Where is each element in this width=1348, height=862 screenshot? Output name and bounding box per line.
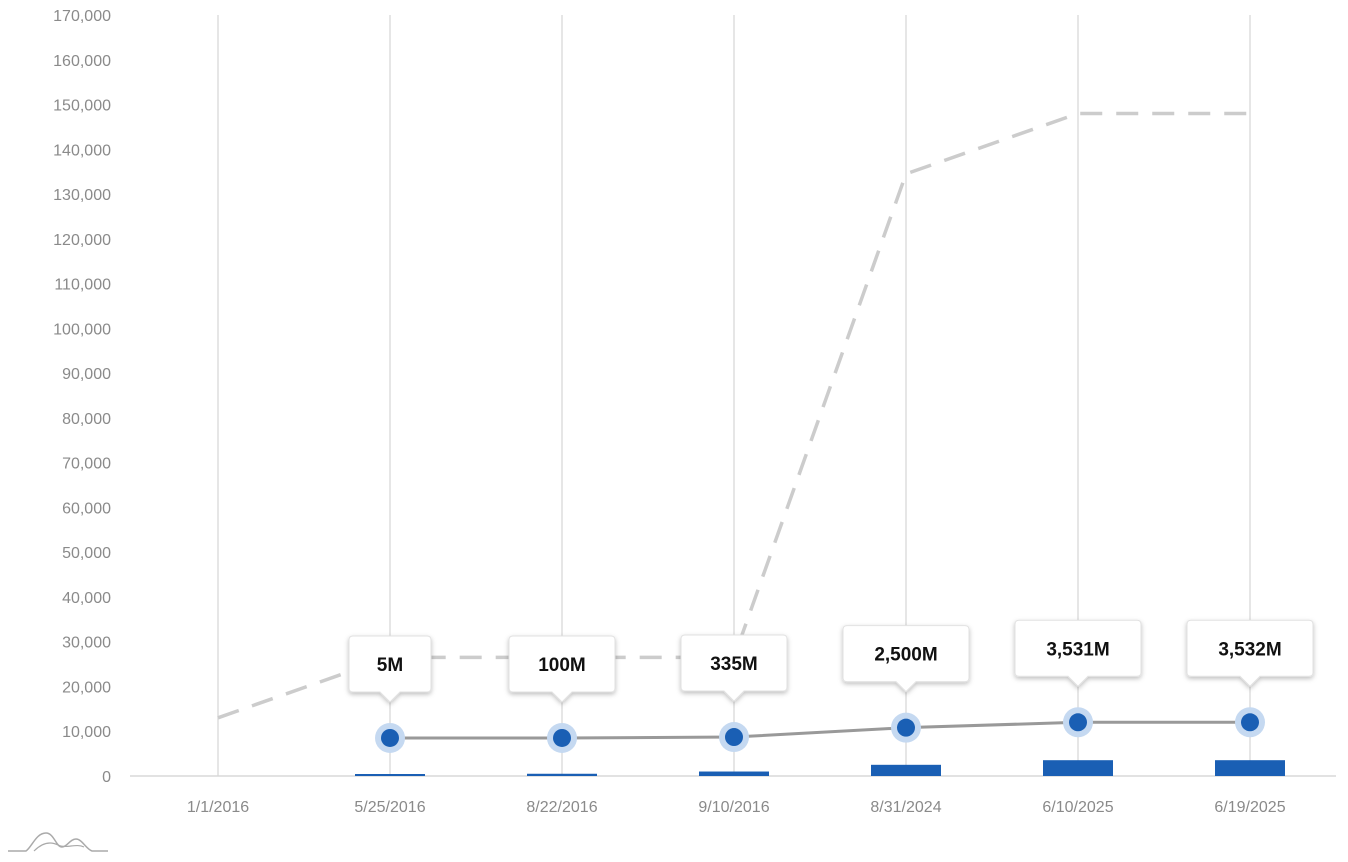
data-label-callout (680, 634, 788, 702)
data-label-callout (348, 635, 432, 703)
data-label-text: 335M (710, 654, 758, 675)
data-label-callout (1014, 619, 1142, 687)
y-tick-label: 0 (102, 769, 111, 786)
data-label-callout (1186, 619, 1314, 687)
y-tick-label: 30,000 (62, 635, 111, 652)
y-tick-label: 60,000 (62, 500, 111, 517)
data-label-text: 2,500M (874, 645, 937, 666)
data-labels: 5M 100M 335M 2,500M 3,531M 3,532M (348, 619, 1314, 703)
point-marker (897, 718, 915, 737)
data-label-text: 3,532M (1218, 639, 1281, 660)
vertical-gridlines (217, 15, 1251, 776)
point-marker (553, 728, 571, 747)
x-tick-label: 9/10/2016 (698, 799, 769, 816)
bar-series (355, 760, 1285, 776)
data-label-text: 5M (377, 655, 403, 676)
y-tick-label: 140,000 (53, 142, 111, 159)
bar (355, 774, 425, 776)
y-tick-label: 120,000 (53, 232, 111, 249)
bar (871, 764, 941, 776)
solid-series-line (390, 720, 1250, 740)
solid-series (390, 720, 1250, 740)
y-tick-label: 50,000 (62, 545, 111, 562)
x-tick-label: 8/22/2016 (526, 799, 597, 816)
logo-mountain-path (8, 832, 108, 852)
bar (1043, 760, 1113, 776)
y-tick-label: 160,000 (53, 53, 111, 70)
point-marker (1241, 713, 1259, 732)
data-label-text: 100M (538, 655, 586, 676)
y-tick-label: 80,000 (62, 411, 111, 428)
y-tick-label: 70,000 (62, 456, 111, 473)
point-marker (1069, 713, 1087, 732)
point-marker (725, 728, 743, 747)
mountain-line-logo-icon (8, 832, 108, 852)
bar (1215, 760, 1285, 776)
point-marker (381, 728, 399, 747)
y-tick-label: 130,000 (53, 187, 111, 204)
bar (527, 773, 597, 776)
y-axis: 0 10,000 20,000 30,000 40,000 50,000 60,000 70,… (53, 8, 111, 786)
bar (699, 771, 769, 776)
y-tick-label: 170,000 (53, 8, 111, 25)
x-axis: 1/1/2016 5/25/2016 8/22/2016 9/10/2016 8/31/… (130, 775, 1336, 816)
y-tick-label: 40,000 (62, 590, 111, 607)
y-tick-label: 150,000 (53, 98, 111, 115)
y-tick-label: 110,000 (54, 277, 111, 294)
y-tick-label: 90,000 (62, 366, 111, 383)
y-tick-label: 10,000 (62, 724, 111, 741)
x-tick-label: 1/1/2016 (187, 799, 249, 816)
y-tick-label: 20,000 (62, 679, 111, 696)
data-label-callout (842, 625, 970, 693)
logo-inner-path (33, 842, 85, 852)
x-tick-label: 5/25/2016 (354, 799, 425, 816)
data-label-text: 3,531M (1046, 639, 1109, 660)
marker-series (375, 707, 1265, 753)
data-label-callout (508, 635, 616, 703)
x-tick-label: 6/10/2025 (1042, 799, 1113, 816)
x-tick-label: 6/19/2025 (1214, 799, 1285, 816)
y-tick-label: 100,000 (53, 321, 111, 338)
x-tick-label: 8/31/2024 (870, 799, 941, 816)
